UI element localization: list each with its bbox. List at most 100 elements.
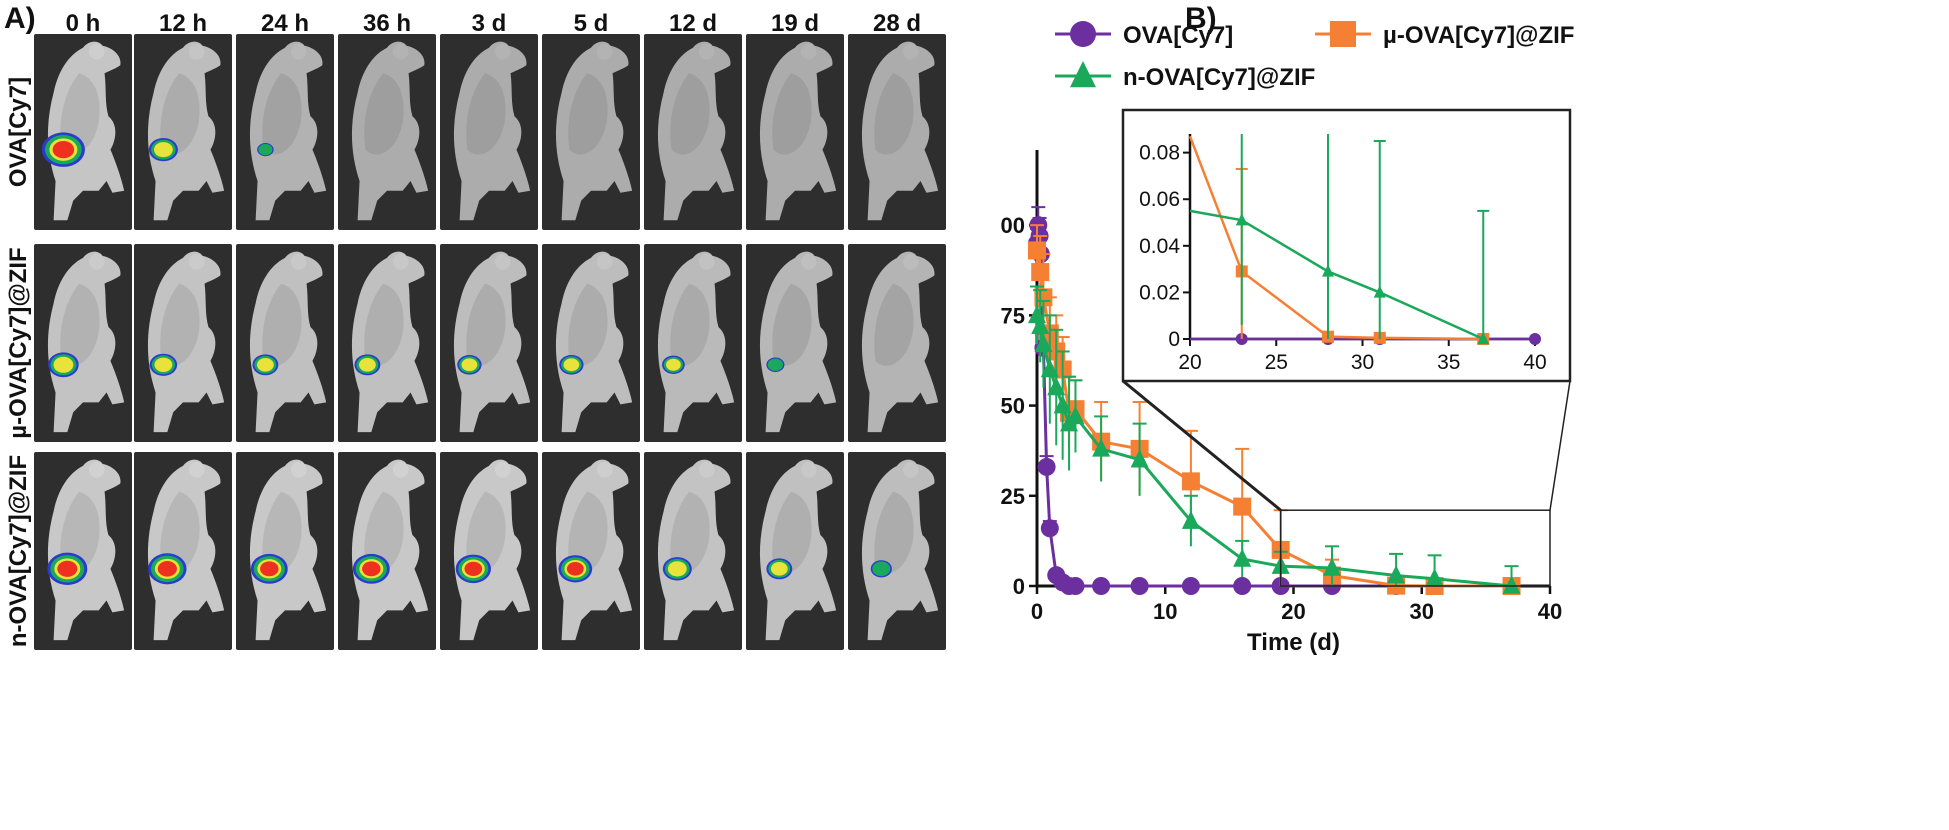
mouse-fluorescence-image	[848, 452, 946, 650]
mouse-fluorescence-image	[644, 244, 742, 442]
mouse-fluorescence-image	[440, 244, 538, 442]
inset-data-point	[1235, 213, 1248, 226]
time-point-label: 24 h	[260, 10, 310, 37]
mouse-fluorescence-image	[134, 34, 232, 230]
data-point	[1040, 519, 1059, 538]
data-point	[1092, 577, 1111, 595]
legend-label: µ-OVA[Cy7]@ZIF	[1383, 22, 1574, 49]
formulation-label: n-OVA[Cy7]@ZIF	[5, 454, 32, 648]
mouse-fluorescence-image	[236, 34, 334, 230]
data-point	[1233, 497, 1252, 516]
data-point	[1037, 457, 1056, 476]
y-tick-label: 0	[1013, 574, 1025, 599]
data-point	[1425, 568, 1444, 587]
x-tick-label: 0	[1031, 599, 1043, 624]
mouse-fluorescence-image	[644, 452, 742, 650]
time-point-label: 36 h	[362, 10, 412, 37]
x-tick-label: 40	[1538, 599, 1562, 624]
mouse-fluorescence-image	[338, 34, 436, 230]
legend-marker	[1070, 61, 1096, 88]
data-point	[1233, 548, 1252, 567]
mouse-fluorescence-image	[34, 452, 132, 650]
data-point	[1181, 577, 1200, 595]
inset-data-point	[1322, 264, 1334, 277]
mouse-fluorescence-image	[34, 244, 132, 442]
inset-y-tick-label: 0.04	[1139, 235, 1180, 258]
mouse-fluorescence-image	[542, 452, 640, 650]
mouse-fluorescence-image	[746, 34, 844, 230]
time-point-label: 12 d	[668, 10, 718, 37]
mouse-fluorescence-image	[134, 244, 232, 442]
panel-a-label: A)	[4, 2, 36, 35]
mouse-fluorescence-image	[134, 452, 232, 650]
data-point	[1502, 575, 1521, 594]
mouse-fluorescence-image	[440, 34, 538, 230]
inset-x-tick-label: 25	[1265, 351, 1288, 374]
inset-connector	[1122, 379, 1282, 512]
time-point-label: 19 d	[770, 10, 820, 37]
data-point	[1066, 406, 1085, 425]
mouse-fluorescence-image	[542, 244, 640, 442]
x-tick-label: 20	[1281, 599, 1305, 624]
data-point	[1028, 241, 1046, 260]
x-tick-label: 10	[1153, 599, 1177, 624]
data-point	[1130, 577, 1149, 595]
legend-marker	[1070, 21, 1096, 47]
data-point	[1040, 359, 1059, 378]
inset-data-point	[1529, 333, 1541, 345]
inset-x-tick-label: 35	[1437, 351, 1460, 374]
time-point-label: 28 d	[872, 10, 922, 37]
mouse-fluorescence-image	[746, 244, 844, 442]
data-point	[1034, 333, 1053, 353]
mouse-fluorescence-image	[236, 452, 334, 650]
roi-chart-panel: B) OVA[Cy7] µ-OVA[Cy7]@ZIF n-OVA[Cy7]@ZIF 0…	[1000, 0, 1949, 830]
x-axis-label: Time (d)	[1247, 629, 1340, 656]
inset-x-tick-label: 30	[1351, 351, 1374, 374]
inset-data-point	[1373, 285, 1386, 298]
mouse-fluorescence-image	[542, 34, 640, 230]
time-point-label: 12 h	[158, 10, 208, 37]
inset-data-point	[1477, 332, 1490, 345]
legend-label: OVA[Cy7]	[1123, 22, 1233, 49]
data-point	[1233, 577, 1252, 595]
inset-x-tick-label: 20	[1178, 351, 1201, 374]
data-point	[1130, 449, 1149, 468]
mouse-fluorescence-image	[644, 34, 742, 230]
inset-y-tick-label: 0.06	[1139, 188, 1180, 211]
mouse-fluorescence-image	[440, 452, 538, 650]
mouse-fluorescence-image	[236, 244, 334, 442]
mouse-fluorescence-image	[338, 244, 436, 442]
data-point	[1181, 510, 1200, 529]
time-point-label: 0 h	[65, 10, 101, 37]
mouse-fluorescence-image	[338, 452, 436, 650]
data-point	[1066, 577, 1085, 595]
y-tick-label: 0.75	[1000, 303, 1025, 328]
time-point-label: 3 d	[471, 10, 507, 37]
inset-y-tick-label: 0	[1168, 328, 1180, 351]
data-point	[1092, 438, 1111, 457]
legend-label: n-OVA[Cy7]@ZIF	[1123, 64, 1315, 91]
x-tick-label: 30	[1410, 599, 1434, 624]
mouse-fluorescence-image	[848, 244, 946, 442]
y-tick-label: 0.50	[1000, 394, 1025, 419]
data-point	[1053, 395, 1072, 414]
imaging-panel: A) 0 h 12 h 24 h 36 h 3 d 5 d 12 d 19 d 28 d OVA…	[4, 2, 946, 650]
inset-x-tick-label: 40	[1523, 351, 1546, 374]
zoom-region-box	[1279, 509, 1551, 587]
panel-b-label: B)	[1185, 2, 1217, 35]
mouse-fluorescence-image	[746, 452, 844, 650]
data-point	[1047, 377, 1066, 396]
y-tick-label: 1.00	[1000, 213, 1025, 238]
mouse-fluorescence-image	[848, 34, 946, 230]
time-point-label: 5 d	[573, 10, 609, 37]
inset-y-tick-label: 0.08	[1139, 142, 1180, 165]
inset-connector	[1549, 380, 1571, 511]
data-point	[1031, 263, 1050, 282]
mouse-fluorescence-image	[34, 34, 132, 230]
formulation-label: OVA[Cy7]	[5, 76, 32, 188]
data-point	[1181, 472, 1200, 491]
data-point	[1387, 565, 1406, 584]
roi-line-chart: OVA[Cy7] µ-OVA[Cy7]@ZIF n-OVA[Cy7]@ZIF 0 10 2…	[1000, 21, 1574, 656]
formulation-label: µ-OVA[Cy7]@ZIF	[5, 247, 32, 439]
legend-marker	[1330, 21, 1356, 47]
